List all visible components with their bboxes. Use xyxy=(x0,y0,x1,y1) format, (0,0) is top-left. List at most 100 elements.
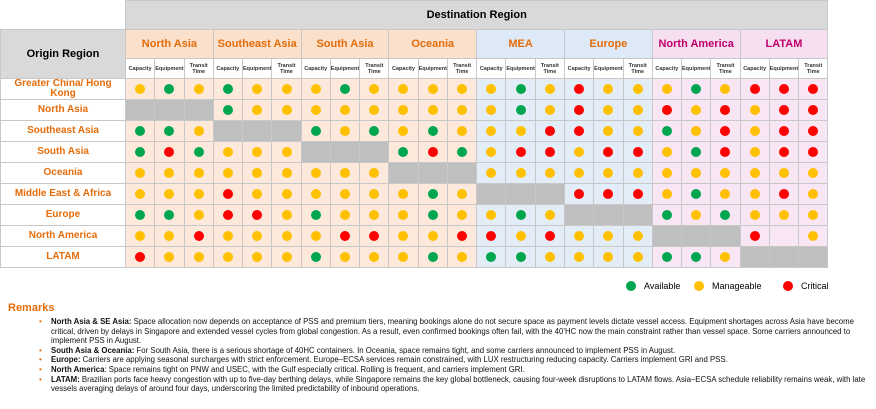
available-status-dot-icon xyxy=(515,83,526,94)
critical-status-dot-icon xyxy=(574,125,585,136)
available-status-dot-icon xyxy=(691,83,702,94)
remarks-title: Remarks xyxy=(8,302,55,314)
manageable-status-dot-icon xyxy=(193,125,204,136)
status-cell xyxy=(329,120,361,142)
status-cell xyxy=(241,225,273,247)
status-cell xyxy=(739,78,770,100)
status-cell xyxy=(329,183,361,205)
status-cell xyxy=(241,204,273,226)
status-cell xyxy=(417,78,449,100)
status-cell xyxy=(124,183,156,205)
status-cell xyxy=(768,162,800,184)
status-cell xyxy=(271,246,302,268)
status-cell xyxy=(388,246,419,268)
status-cell xyxy=(359,246,390,268)
remark-label: Europe: xyxy=(51,355,81,365)
destination-header-south-asia: South Asia xyxy=(300,29,390,59)
status-cell xyxy=(476,120,507,142)
manageable-status-dot-icon xyxy=(778,167,789,178)
status-cell xyxy=(798,162,829,184)
manageable-status-dot-icon xyxy=(457,104,468,115)
available-status-dot-icon xyxy=(691,188,702,199)
same-region-cell xyxy=(505,183,536,205)
manageable-status-dot-icon xyxy=(486,125,497,136)
critical-status-dot-icon xyxy=(749,230,760,241)
manageable-status-dot-icon xyxy=(164,251,175,262)
critical-status-dot-icon xyxy=(720,125,731,136)
critical-status-dot-icon xyxy=(427,146,438,157)
subcolumn-header: Equipment xyxy=(593,58,624,79)
manageable-status-dot-icon xyxy=(486,104,497,115)
subcolumn-header: Capacity xyxy=(388,58,419,79)
critical-status-dot-icon xyxy=(222,209,233,220)
destination-header-oceania: Oceania xyxy=(388,29,478,59)
status-cell xyxy=(768,204,800,226)
status-cell xyxy=(300,246,331,268)
status-cell xyxy=(593,225,624,247)
status-cell xyxy=(417,120,449,142)
origin-row: Greater China/ Hong Kong xyxy=(0,78,829,100)
status-cell xyxy=(622,120,653,142)
status-cell xyxy=(651,246,682,268)
available-status-dot-icon xyxy=(310,251,321,262)
manageable-status-dot-icon xyxy=(632,125,643,136)
manageable-status-dot-icon xyxy=(749,146,760,157)
status-cell xyxy=(446,99,478,121)
manageable-dot-icon xyxy=(694,281,704,291)
manageable-status-dot-icon xyxy=(252,188,263,199)
remarks-section: Remarks • North Asia & SE Asia: Space all… xyxy=(8,302,868,394)
remark-text: Brazilian ports face heavy congestion wi… xyxy=(51,374,866,394)
origin-row: Middle East & Africa xyxy=(0,183,829,205)
manageable-status-dot-icon xyxy=(632,83,643,94)
critical-status-dot-icon xyxy=(574,188,585,199)
manageable-status-dot-icon xyxy=(661,146,672,157)
manageable-status-dot-icon xyxy=(603,125,614,136)
status-cell xyxy=(154,78,185,100)
status-cell xyxy=(124,78,156,100)
critical-status-dot-icon xyxy=(632,146,643,157)
manageable-status-dot-icon xyxy=(369,167,380,178)
status-cell xyxy=(622,183,653,205)
subcolumn-header: Capacity xyxy=(300,58,331,79)
critical-status-dot-icon xyxy=(808,125,819,136)
available-status-dot-icon xyxy=(427,251,438,262)
destination-region-row: Origin Region North Asia Southeast Asia So… xyxy=(0,29,829,79)
remark-label: North America xyxy=(51,364,105,374)
status-cell xyxy=(593,78,624,100)
status-cell xyxy=(183,225,214,247)
origin-row: South Asia xyxy=(0,141,829,163)
manageable-status-dot-icon xyxy=(603,104,614,115)
available-status-dot-icon xyxy=(164,83,175,94)
same-region-cell xyxy=(563,204,595,226)
status-cell xyxy=(593,99,624,121)
available-status-dot-icon xyxy=(222,104,233,115)
same-region-cell xyxy=(534,183,565,205)
manageable-status-dot-icon xyxy=(193,209,204,220)
status-cell xyxy=(271,78,302,100)
status-cell xyxy=(680,120,712,142)
manageable-status-dot-icon xyxy=(310,167,321,178)
manageable-status-dot-icon xyxy=(369,209,380,220)
manageable-status-dot-icon xyxy=(164,188,175,199)
manageable-status-dot-icon xyxy=(398,209,409,220)
critical-status-dot-icon xyxy=(720,146,731,157)
status-cell xyxy=(241,246,273,268)
critical-status-dot-icon xyxy=(544,125,555,136)
status-cell xyxy=(739,120,770,142)
same-region-cell xyxy=(476,183,507,205)
status-cell xyxy=(710,162,741,184)
status-cell xyxy=(359,204,390,226)
manageable-status-dot-icon xyxy=(603,251,614,262)
manageable-status-dot-icon xyxy=(457,83,468,94)
manageable-status-dot-icon xyxy=(661,167,672,178)
same-region-cell xyxy=(622,204,653,226)
manageable-status-dot-icon xyxy=(222,167,233,178)
status-cell xyxy=(768,225,800,247)
status-cell xyxy=(505,99,536,121)
critical-status-dot-icon xyxy=(778,83,789,94)
manageable-status-dot-icon xyxy=(252,251,263,262)
status-cell xyxy=(593,120,624,142)
same-region-cell xyxy=(154,99,185,121)
status-cell xyxy=(476,99,507,121)
critical-status-dot-icon xyxy=(603,146,614,157)
